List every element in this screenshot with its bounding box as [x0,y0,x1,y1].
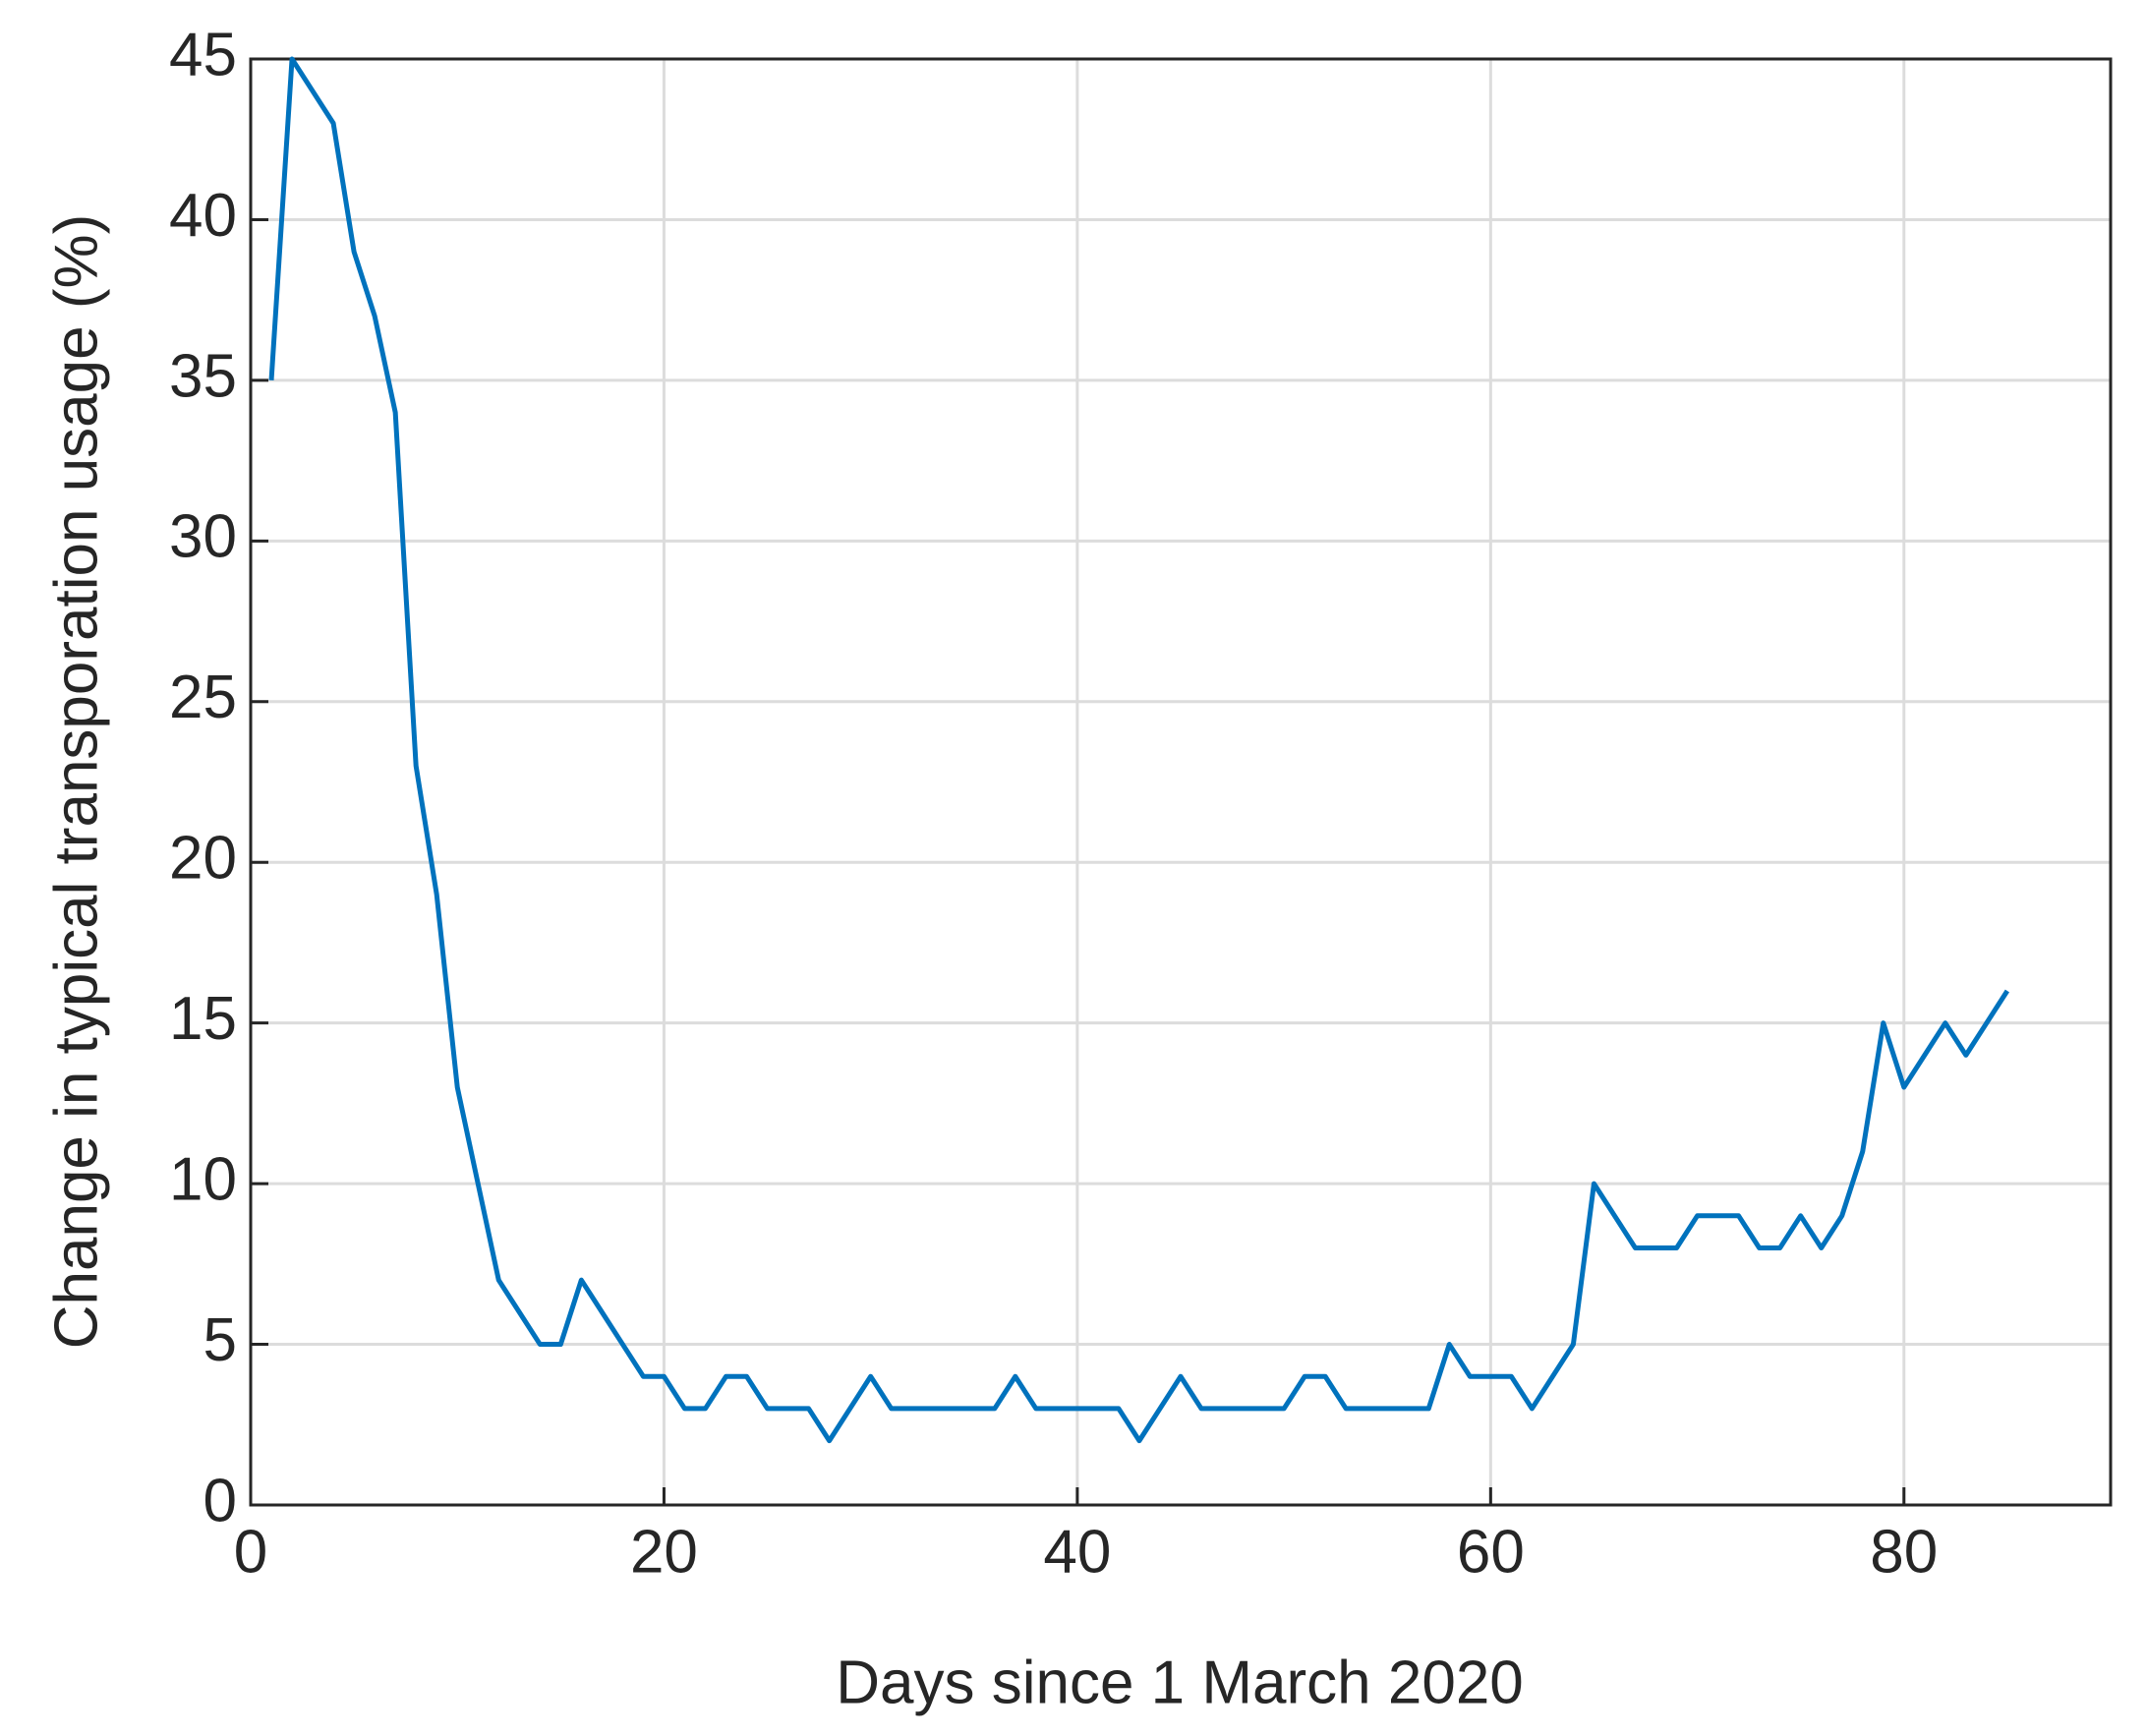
x-tick-label: 0 [234,1518,267,1586]
y-tick-label: 0 [203,1467,237,1534]
x-tick-label: 40 [1043,1518,1111,1586]
x-tick-label: 80 [1870,1518,1938,1586]
y-tick-label: 40 [169,182,237,250]
y-axis-label: Change in typical transporation usage (%… [42,214,110,1350]
y-tick-label: 15 [169,985,237,1053]
x-tick-label: 60 [1457,1518,1525,1586]
y-tick-label: 20 [169,825,237,893]
x-axis-label: Days since 1 March 2020 [836,1649,1524,1716]
y-tick-label: 25 [169,664,237,731]
y-tick-label: 10 [169,1145,237,1213]
plot-frame [249,57,2113,1507]
y-tick-label: 45 [169,21,237,88]
y-tick-label: 35 [169,342,237,410]
y-tick-label: 30 [169,503,237,571]
x-tick-label: 20 [630,1518,698,1586]
data-line [268,56,2009,1444]
y-tick-label: 5 [203,1306,237,1374]
